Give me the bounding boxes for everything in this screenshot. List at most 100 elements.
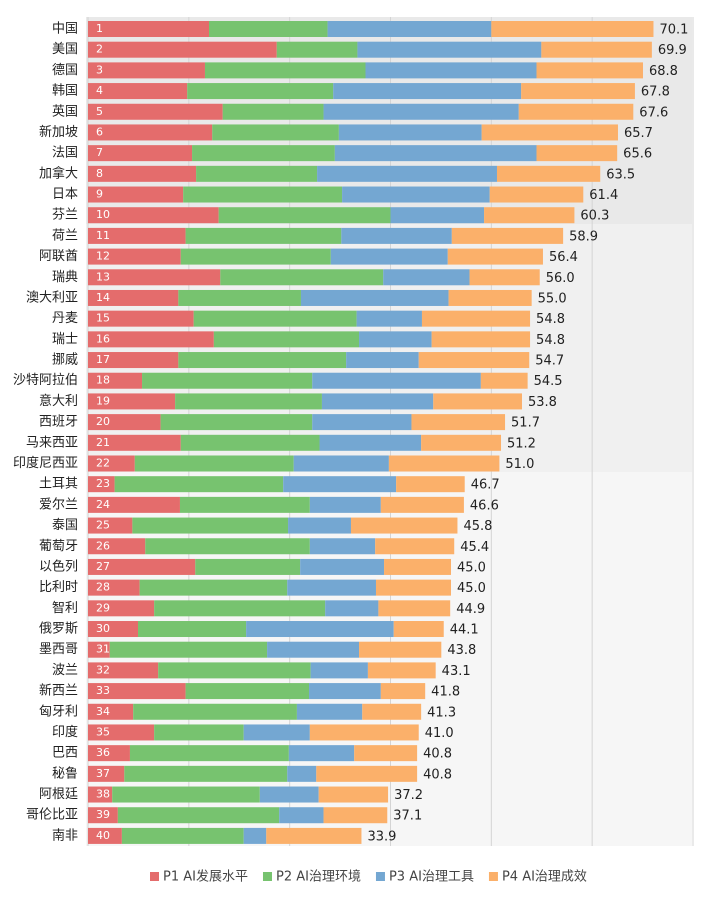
bar-segment [179,496,310,513]
bar-segment [359,331,432,348]
y-tick-label: 瑞士 [52,332,78,347]
bar-segment [180,248,331,265]
bar-segment [142,372,313,389]
bar-segment [362,703,422,720]
bar-segment [375,538,455,555]
legend-label: P3 AI治理工具 [389,870,474,885]
bar-segment [220,269,384,286]
bar-segment [310,662,368,679]
bar-segment [88,248,181,265]
bar-segment [129,745,289,762]
bar-segment [183,186,343,203]
bar-segment [309,496,381,513]
y-tick-label: 美国 [52,42,78,57]
rank-label: 30 [96,622,110,635]
bar-segment [317,165,497,182]
bar-segment [88,414,161,431]
y-tick-label: 中国 [52,22,78,37]
bar-segment [109,641,268,658]
y-tick-label: 比利时 [39,580,78,595]
bar-segment [276,41,358,58]
rank-label: 20 [96,415,110,428]
bar-segment [521,83,635,100]
bar-segment [88,807,118,824]
bar-segment [88,641,110,658]
rank-label: 38 [96,788,110,801]
y-tick-label: 泰国 [52,518,78,533]
bar-segment [88,372,143,389]
bar-segment [288,517,351,534]
y-tick-label: 丹麦 [52,311,78,326]
total-label: 67.6 [639,105,668,120]
bar-segment [333,83,522,100]
rank-label: 19 [96,394,110,407]
total-label: 61.4 [589,188,618,203]
bar-segment [139,579,288,596]
bar-segment [536,62,643,79]
legend-swatch [488,872,498,881]
bar-segment [212,124,339,141]
total-label: 54.7 [535,354,564,369]
bar-segment [88,352,179,369]
bar-segment [154,724,244,741]
bar-segment [388,455,500,472]
rank-label: 8 [96,167,103,180]
bar-segment [88,310,194,327]
bar-segment [266,827,362,844]
rank-label: 31 [96,643,110,656]
bar-segment [481,124,618,141]
bar-segment [160,414,313,431]
bar-segment [88,186,184,203]
bar-segment [380,683,426,700]
rank-label: 10 [96,208,110,221]
y-tick-label: 俄罗斯 [39,622,78,637]
y-tick-label: 瑞典 [52,270,78,285]
bar-segment [300,558,385,575]
bar-segment [88,434,181,451]
total-label: 37.2 [394,788,423,803]
bar-segment [518,103,634,120]
y-tick-label: 法国 [52,146,78,161]
rank-label: 5 [96,105,103,118]
bar-segment [367,662,436,679]
y-tick-label: 意大利 [39,393,78,409]
rank-label: 18 [96,374,110,387]
total-label: 43.8 [447,643,476,658]
total-label: 51.0 [505,457,534,472]
rank-label: 2 [96,43,103,56]
bar-segment [296,703,363,720]
bar-segment [193,310,357,327]
bar-segment [300,289,449,306]
band-middle [86,224,692,472]
bar-segment [175,393,322,410]
y-tick-label: 葡萄牙 [39,539,78,554]
bar-segment [396,476,465,493]
bar-segment [327,21,492,37]
total-label: 56.4 [549,250,578,265]
bar-segment [489,186,584,203]
y-tick-label: 新加坡 [39,124,78,140]
bar-segment [323,103,519,120]
bar-segment [334,145,537,162]
bar-segment [447,248,543,265]
y-tick-label: 日本 [52,187,78,202]
bar-segment [88,227,186,244]
total-label: 67.8 [641,85,670,100]
bar-segment [330,248,448,265]
bar-segment [259,786,319,803]
y-tick-label: 哥伦比亚 [26,808,78,823]
bar-segment [469,269,540,286]
bar-segment [243,827,267,844]
y-tick-label: 芬兰 [52,208,78,223]
total-label: 45.0 [457,560,486,575]
bar-segment [433,393,522,410]
y-tick-label: 荷兰 [52,228,78,243]
bar-segment [418,352,530,369]
bar-segment [390,207,485,224]
rank-label: 6 [96,125,103,138]
bar-segment [88,455,135,472]
total-label: 58.9 [569,229,598,244]
total-label: 63.5 [606,167,635,182]
bar-segment [88,745,130,762]
